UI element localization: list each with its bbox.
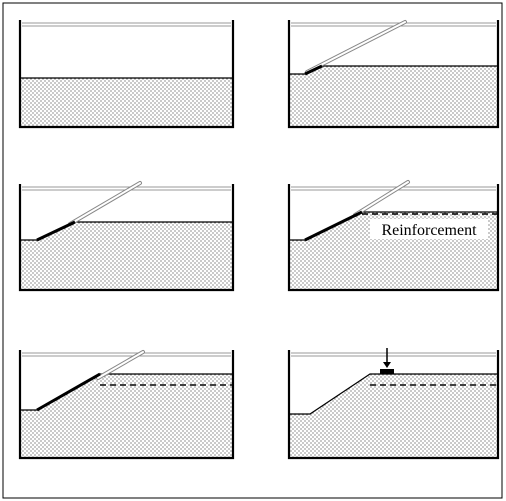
label-bg — [370, 219, 488, 239]
panel-5 — [18, 350, 235, 460]
panel-4: Reinforcement — [287, 180, 500, 292]
panel-2 — [287, 20, 500, 129]
panel-6 — [287, 348, 500, 460]
load-plate — [380, 369, 394, 374]
panel-3 — [18, 181, 235, 292]
panel-1 — [18, 20, 235, 129]
reinforcement-label: Reinforcement — [381, 222, 477, 239]
